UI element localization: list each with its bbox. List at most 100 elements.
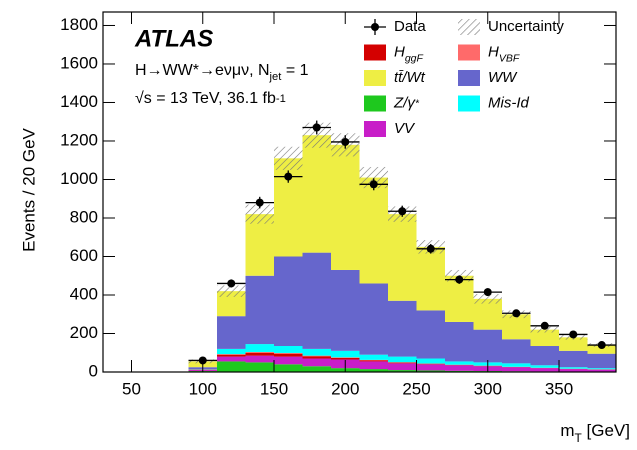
histogram-bar xyxy=(359,360,388,362)
legend-marker xyxy=(371,23,379,31)
histogram-bar xyxy=(502,314,531,340)
histogram-bar xyxy=(274,352,303,354)
histogram-bar xyxy=(416,246,445,311)
y-tick-label: 0 xyxy=(89,361,98,380)
text-part: H→WW*→eνμν, N xyxy=(135,62,270,79)
frame xyxy=(102,11,617,373)
text-part: -1 xyxy=(276,93,286,105)
text-part: H xyxy=(394,43,405,60)
histogram-bar xyxy=(445,365,474,371)
text-part: m xyxy=(560,421,574,440)
data-point xyxy=(227,279,236,288)
legend-label: Uncertainty xyxy=(488,18,564,35)
histogram-bar xyxy=(388,370,417,372)
histogram-bar xyxy=(388,363,417,371)
y-tick-label: 1800 xyxy=(60,15,98,34)
histogram-bar xyxy=(359,354,388,360)
text-part: jet xyxy=(269,71,283,83)
x-tick-label: 100 xyxy=(189,379,217,398)
y-tick-label: 1400 xyxy=(60,92,98,111)
histogram-bar xyxy=(302,358,331,367)
text-part: VV xyxy=(394,120,416,137)
histogram-bar xyxy=(587,369,616,372)
histogram-bar xyxy=(274,356,303,365)
data-point xyxy=(597,341,606,350)
histogram-bar xyxy=(559,337,588,351)
uncertainty-band xyxy=(359,166,388,189)
x-tick-label: 300 xyxy=(474,379,502,398)
histogram-bar xyxy=(530,365,559,368)
histogram-bar xyxy=(416,363,445,365)
histogram-bar xyxy=(530,368,559,372)
data-point xyxy=(255,198,264,207)
histogram-bar xyxy=(388,356,417,363)
histogram-bar xyxy=(302,355,331,357)
histogram-bar xyxy=(274,346,303,353)
legend-label: Data xyxy=(394,18,426,35)
legend-marker xyxy=(364,44,386,61)
histogram-bar xyxy=(245,352,274,356)
histogram-bar xyxy=(331,350,360,358)
annotation: H→WW*→eνμν, Njet = 1 xyxy=(135,62,309,83)
y-tick-label: 200 xyxy=(70,323,98,342)
text-part: * xyxy=(415,97,420,109)
histogram-bar xyxy=(245,275,274,345)
y-tick-label: 800 xyxy=(70,207,98,226)
histogram-bar xyxy=(359,283,388,355)
histogram-bar xyxy=(502,367,531,372)
histogram-bar xyxy=(217,361,246,372)
legend-label: Mis-Id xyxy=(488,94,529,111)
histogram-bar xyxy=(217,316,246,349)
histogram-bar xyxy=(217,348,246,355)
histogram-bar xyxy=(388,214,417,301)
histogram-bar xyxy=(302,135,331,253)
legend-label: WW xyxy=(488,69,518,86)
histogram-bar xyxy=(559,369,588,372)
histogram-bar xyxy=(502,363,531,367)
y-tick-label: 600 xyxy=(70,246,98,265)
histogram-bar xyxy=(587,368,616,370)
data-point xyxy=(369,180,378,189)
y-tick-label: 400 xyxy=(70,284,98,303)
histogram-bar xyxy=(502,339,531,364)
histogram-bar xyxy=(445,321,474,362)
legend-marker xyxy=(364,70,386,86)
histogram-bar xyxy=(445,361,474,365)
histogram-bar xyxy=(416,358,445,364)
text-part: H xyxy=(488,43,499,60)
histogram-bar xyxy=(245,355,274,363)
histogram-bar xyxy=(302,348,331,356)
legend-label: tt̄/Wt xyxy=(394,69,426,86)
histogram-bar xyxy=(559,350,588,368)
legend-marker xyxy=(364,95,386,112)
histogram-bar xyxy=(302,356,331,359)
legend-marker xyxy=(458,70,480,86)
text-part: [GeV] xyxy=(582,421,630,440)
uncertainty-band xyxy=(245,204,274,224)
histogram-bar xyxy=(587,353,616,369)
histogram-bar xyxy=(331,357,360,360)
text-part: WW xyxy=(488,69,518,86)
text-part: √s = 13 TeV, 36.1 fb xyxy=(135,90,276,107)
legend-label: Z/γ* xyxy=(393,94,420,111)
x-tick-label: 200 xyxy=(331,379,359,398)
histogram-bar xyxy=(302,252,331,349)
histogram-bar xyxy=(331,357,360,358)
x-axis-label: mT [GeV] xyxy=(560,421,630,445)
legend-marker xyxy=(458,44,480,61)
text-part: tt̄/Wt xyxy=(394,69,426,86)
legend-marker xyxy=(458,19,480,35)
uncertainty-band xyxy=(217,285,246,297)
data-point xyxy=(569,330,578,339)
data-point xyxy=(512,309,521,318)
histogram-bar xyxy=(359,369,388,372)
data-point xyxy=(312,123,321,132)
plot-area xyxy=(188,120,616,372)
histogram-bar xyxy=(217,354,246,357)
x-tick-label: 150 xyxy=(260,379,288,398)
legend-marker xyxy=(458,95,480,112)
histogram-bar xyxy=(217,356,246,362)
histogram-bar xyxy=(473,298,502,330)
x-tick-label: 50 xyxy=(122,379,141,398)
